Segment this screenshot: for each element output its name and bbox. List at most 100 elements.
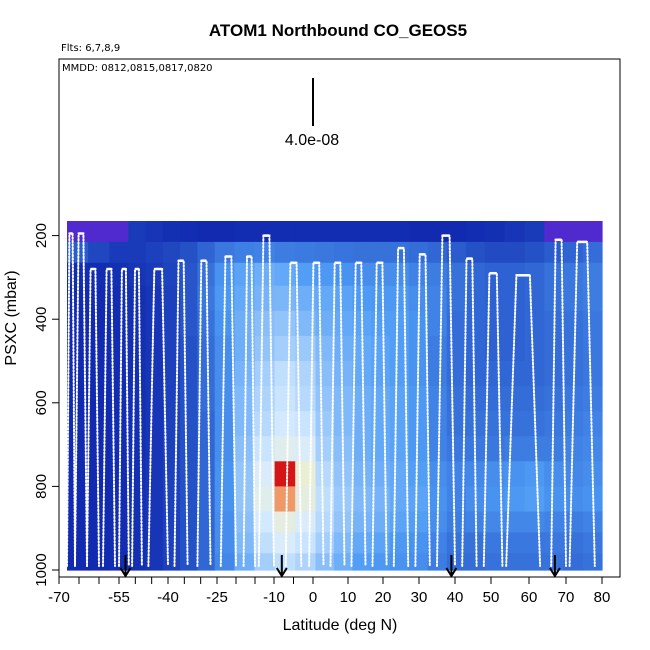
x-tick-label: 20 — [375, 589, 392, 606]
heat-cell — [389, 241, 410, 264]
heat-cell — [484, 241, 506, 264]
heat-cell — [504, 532, 526, 554]
heat-cell — [583, 221, 603, 243]
heat-cell — [427, 386, 448, 412]
heat-cell — [484, 335, 506, 362]
heat-cell — [446, 241, 467, 264]
heat-cell — [583, 310, 603, 337]
heat-cell — [180, 386, 198, 412]
heat-cell — [371, 221, 391, 243]
heat-cell — [67, 511, 89, 533]
heat-cell — [484, 411, 506, 437]
heat-cell — [389, 553, 410, 571]
heat-cell — [315, 411, 335, 437]
heat-cell — [389, 310, 410, 337]
heat-cell — [352, 221, 372, 243]
heat-cell — [295, 241, 317, 264]
arrow-marker — [549, 555, 561, 578]
heat-cell — [162, 241, 181, 264]
heat-cell — [544, 221, 565, 243]
heat-cell — [315, 221, 335, 243]
heat-cell — [544, 486, 565, 513]
y-tick-label: 200 — [33, 223, 50, 248]
dates-subtitle: MMDD: 0812,0815,0817,0820 — [62, 63, 213, 74]
heat-cell — [254, 310, 276, 337]
heat-cell — [234, 310, 256, 337]
x-tick-label: 30 — [411, 589, 428, 606]
heat-cell — [371, 386, 391, 412]
heat-cell — [352, 532, 372, 554]
heat-cell — [583, 411, 603, 437]
scale-label: 4.0e-08 — [285, 132, 339, 149]
heat-cell — [371, 553, 391, 571]
heat-cell — [67, 461, 89, 487]
heat-cell — [274, 241, 296, 264]
heat-cell — [67, 532, 89, 554]
heat-cell — [315, 241, 335, 264]
heat-cell — [274, 361, 296, 387]
heat-cell — [162, 221, 181, 243]
heat-cell — [524, 461, 545, 487]
heat-cell — [427, 411, 448, 437]
heat-cell — [197, 241, 216, 264]
heat-cell — [180, 436, 198, 462]
heat-cell — [274, 511, 296, 533]
heat-cell — [197, 361, 216, 387]
heat-cell — [484, 461, 506, 487]
heat-cell — [145, 221, 164, 243]
heat-cell — [145, 361, 164, 387]
heat-cell — [544, 386, 565, 412]
y-tick-label: 800 — [33, 474, 50, 499]
heat-cell — [180, 411, 198, 437]
heat-cell — [128, 310, 147, 337]
heat-cell — [427, 436, 448, 462]
heat-cell — [524, 335, 545, 362]
heat-cell — [524, 532, 545, 554]
heat-cell — [465, 361, 486, 387]
heat-cell — [544, 411, 565, 437]
y-tick-label: 400 — [33, 307, 50, 332]
heat-cell — [295, 511, 317, 533]
heat-cell — [145, 461, 164, 487]
heat-cell — [315, 486, 335, 513]
heat-cell — [371, 262, 391, 287]
heat-cell — [295, 285, 317, 312]
heat-cell — [145, 386, 164, 412]
heat-cell — [88, 335, 110, 362]
heat-cell — [563, 532, 584, 554]
heat-cell — [465, 411, 486, 437]
heat-cell — [274, 221, 296, 243]
heat-cell — [427, 361, 448, 387]
heat-cell — [274, 262, 296, 287]
heat-cell — [295, 486, 317, 513]
heat-cell — [465, 310, 486, 337]
heat-cell — [315, 310, 335, 337]
heat-cell — [408, 532, 429, 554]
heat-cell — [234, 553, 256, 571]
heat-cell — [128, 486, 147, 513]
heat-cell — [484, 532, 506, 554]
heat-cell — [214, 241, 235, 264]
heat-cell — [162, 285, 181, 312]
heat-cell — [484, 486, 506, 513]
heat-cell — [583, 241, 603, 264]
heat-cell — [109, 285, 129, 312]
heat-cell — [504, 411, 526, 437]
heat-cell — [295, 221, 317, 243]
heat-cell — [88, 310, 110, 337]
heat-cell — [128, 221, 147, 243]
heat-cell — [427, 262, 448, 287]
x-tick-label: 80 — [594, 589, 611, 606]
heat-cell — [504, 335, 526, 362]
heat-cell — [504, 386, 526, 412]
heat-cell — [295, 461, 317, 487]
heat-cell — [446, 221, 467, 243]
heat-cell — [352, 461, 372, 487]
heat-cell — [214, 486, 235, 513]
heat-cell — [446, 310, 467, 337]
x-tick-label: -10 — [263, 589, 285, 606]
heat-cell — [128, 532, 147, 554]
heat-cell — [180, 461, 198, 487]
heat-cell — [88, 285, 110, 312]
heat-cell — [295, 335, 317, 362]
